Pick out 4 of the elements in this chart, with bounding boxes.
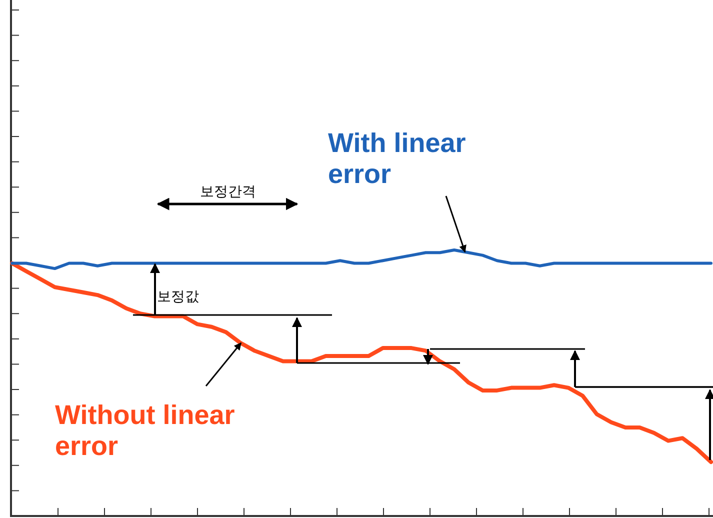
text: With linear error (328, 128, 466, 189)
series-label: Without linear error (55, 400, 236, 461)
text: 보정간격 (200, 183, 256, 199)
annotation: 보정값 (157, 288, 199, 304)
